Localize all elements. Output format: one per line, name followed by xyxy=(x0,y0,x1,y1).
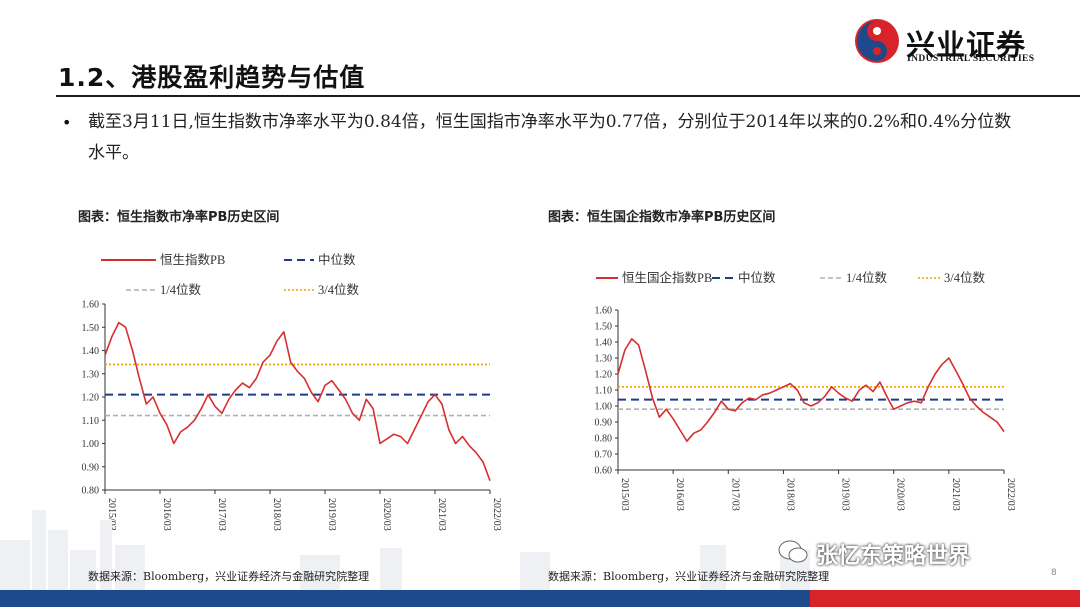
y-tick-label: 1.60 xyxy=(595,306,613,317)
watermark: 张忆东策略世界 xyxy=(778,538,971,570)
x-tick-label: 2020/03 xyxy=(381,498,392,531)
bullet-dot-icon: • xyxy=(62,113,72,132)
y-tick-label: 1.40 xyxy=(595,338,613,349)
x-tick-label: 2021/03 xyxy=(950,478,961,511)
legend-label: 恒生国企指数PB xyxy=(622,270,712,285)
legend-label: 3/4位数 xyxy=(318,282,359,297)
legend-label: 1/4位数 xyxy=(846,270,887,285)
page-title: 1.2、港股盈利趋势与估值 xyxy=(58,63,366,92)
y-tick-label: 1.30 xyxy=(82,369,100,380)
y-tick-label: 0.70 xyxy=(595,450,613,461)
chart2-title: 图表：恒生国企指数市净率PB历史区间 xyxy=(548,210,776,225)
chart-hsi-pb: 0.80 0.90 1.00 1.10 1.20 1.30 1.40 1.50 1.60 2015… xyxy=(82,252,503,531)
x-tick-label: 2022/03 xyxy=(1005,478,1016,511)
y-tick-label: 1.30 xyxy=(595,354,613,365)
y-tick-label: 0.90 xyxy=(82,462,100,473)
x-tick-label: 2017/03 xyxy=(729,478,740,511)
y-tick-label: 0.60 xyxy=(595,466,613,477)
logo-chinese-name: 兴业证券 xyxy=(906,28,1027,62)
bullet-text: 截至3月11日,恒生指数市净率水平为0.84倍，恒生国指市净率水平为0.77倍，… xyxy=(88,112,1012,163)
y-tick-label: 1.20 xyxy=(82,393,100,404)
x-tick-label: 2017/03 xyxy=(216,498,227,531)
x-tick-label: 2019/03 xyxy=(840,478,851,511)
chart1-source: 数据来源：Bloomberg，兴业证券经济与金融研究院整理 xyxy=(88,570,370,583)
y-tick-label: 0.90 xyxy=(595,418,613,429)
legend-label: 3/4位数 xyxy=(944,270,985,285)
series-line xyxy=(104,321,491,481)
chart2-source: 数据来源：Bloomberg，兴业证券经济与金融研究院整理 xyxy=(548,570,830,583)
y-tick-label: 0.80 xyxy=(595,434,613,445)
title-divider xyxy=(56,95,1080,97)
y-tick-label: 1.10 xyxy=(595,386,613,397)
x-tick-label: 2018/03 xyxy=(271,498,282,531)
x-tick-label: 2015/03 xyxy=(619,478,630,511)
logo-english-name: INDUSTRIAL SECURITIES xyxy=(907,54,1035,64)
y-tick-label: 1.50 xyxy=(82,323,100,334)
y-tick-label: 1.20 xyxy=(595,370,613,381)
x-tick-label: 2020/03 xyxy=(895,478,906,511)
page-number: 8 xyxy=(1051,568,1057,578)
series-line xyxy=(617,338,1005,442)
bottom-brand-band xyxy=(0,590,1080,607)
x-tick-label: 2015/03 xyxy=(106,498,117,531)
wechat-icon xyxy=(778,540,808,563)
chart1-title: 图表：恒生指数市净率PB历史区间 xyxy=(78,210,280,225)
x-tick-label: 2018/03 xyxy=(784,478,795,511)
y-tick-label: 1.10 xyxy=(82,416,100,427)
y-tick-label: 0.80 xyxy=(82,486,100,497)
x-tick-label: 2022/03 xyxy=(491,498,502,531)
x-tick-label: 2019/03 xyxy=(326,498,337,531)
chart-hscei-pb: 0.60 0.70 0.80 0.90 1.00 1.10 1.20 1.30 1.40 1.50… xyxy=(595,270,1017,511)
x-tick-label: 2016/03 xyxy=(161,498,172,531)
y-tick-label: 1.40 xyxy=(82,346,100,357)
x-tick-label: 2021/03 xyxy=(436,498,447,531)
legend-label: 中位数 xyxy=(318,252,356,267)
watermark-text: 张忆东策略世界 xyxy=(816,544,971,569)
company-logo: 兴业证券 INDUSTRIAL SECURITIES xyxy=(854,18,1069,66)
x-tick-label: 2016/03 xyxy=(674,478,685,511)
legend-label: 恒生指数PB xyxy=(160,252,225,267)
legend-label: 1/4位数 xyxy=(160,282,201,297)
legend-label: 中位数 xyxy=(738,270,776,285)
logo-mark-icon xyxy=(855,19,899,63)
city-skyline-decoration xyxy=(0,510,810,590)
y-tick-label: 1.50 xyxy=(595,322,613,333)
y-tick-label: 1.00 xyxy=(595,402,613,413)
y-tick-label: 1.00 xyxy=(82,439,100,450)
y-tick-label: 1.60 xyxy=(82,300,100,311)
